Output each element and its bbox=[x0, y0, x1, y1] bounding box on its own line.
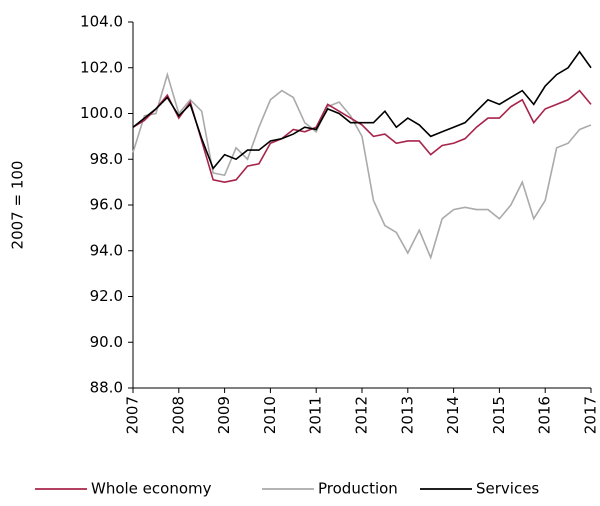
x-tick-label: 2007 bbox=[124, 396, 142, 434]
legend-label: Production bbox=[318, 480, 398, 498]
y-tick-label: 88.0 bbox=[90, 379, 123, 397]
x-tick-label: 2017 bbox=[582, 396, 600, 434]
y-tick-label: 98.0 bbox=[90, 150, 123, 168]
x-tick-label: 2012 bbox=[353, 396, 371, 434]
x-tick-label: 2015 bbox=[490, 396, 508, 434]
x-tick-label: 2013 bbox=[398, 396, 416, 434]
series-line bbox=[132, 71, 592, 261]
x-tick-label: 2016 bbox=[536, 396, 554, 434]
y-tick-label: 94.0 bbox=[90, 241, 123, 259]
legend-label: Whole economy bbox=[91, 480, 212, 498]
series-line bbox=[132, 50, 592, 170]
y-tick-label: 104.0 bbox=[80, 13, 123, 31]
y-tick-label: 102.0 bbox=[80, 58, 123, 76]
x-tick-label: 2014 bbox=[444, 396, 462, 434]
series-line bbox=[132, 89, 592, 183]
x-tick-label: 2008 bbox=[169, 396, 187, 434]
y-tick-label: 96.0 bbox=[90, 196, 123, 214]
y-tick-label: 90.0 bbox=[90, 333, 123, 351]
y-tick-label: 100.0 bbox=[80, 104, 123, 122]
y-axis-label: 2007 = 100 bbox=[9, 161, 27, 250]
x-tick-label: 2011 bbox=[307, 396, 325, 434]
legend-label: Services bbox=[476, 480, 539, 498]
x-tick-label: 2010 bbox=[261, 396, 279, 434]
x-tick-label: 2009 bbox=[215, 396, 233, 434]
y-tick-label: 92.0 bbox=[90, 287, 123, 305]
